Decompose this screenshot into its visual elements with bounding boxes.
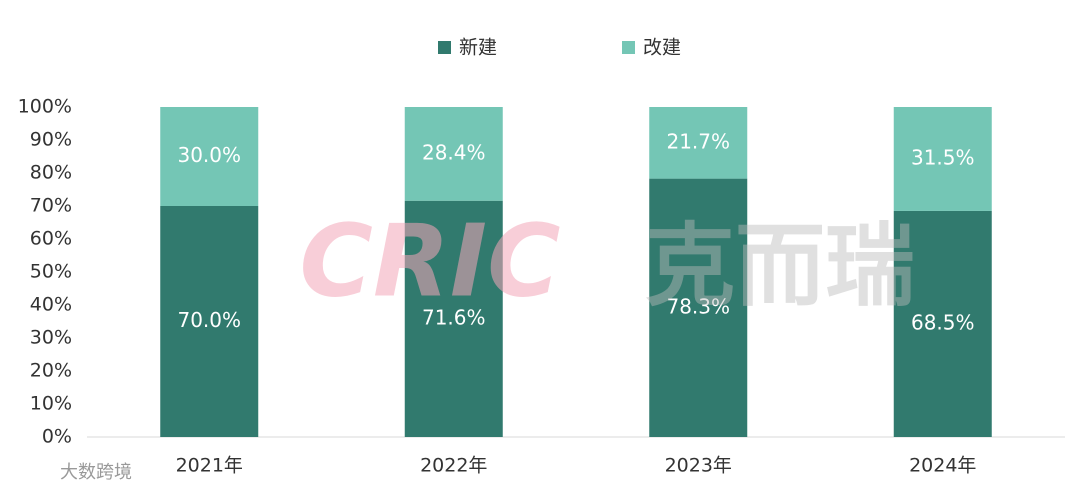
legend-label: 新建 [459, 37, 497, 59]
value-label: 78.3% [666, 294, 730, 318]
y-tick-label: 50% [30, 261, 72, 283]
y-tick-label: 60% [30, 228, 72, 250]
x-tick-label: 2022年 [420, 455, 487, 477]
y-tick-label: 10% [30, 393, 72, 415]
watermark: CRIC [300, 202, 561, 319]
y-tick-label: 80% [30, 162, 72, 184]
value-label: 21.7% [666, 129, 730, 153]
value-label: 68.5% [911, 310, 975, 334]
bar-segment [160, 107, 259, 206]
y-tick-label: 100% [18, 96, 72, 118]
y-tick-label: 40% [30, 294, 72, 316]
value-label: 70.0% [177, 308, 241, 332]
value-label: 28.4% [422, 140, 486, 164]
legend-swatch [622, 41, 635, 54]
x-tick-label: 2021年 [176, 455, 243, 477]
x-tick-label: 2024年 [909, 455, 976, 477]
legend-swatch [438, 41, 451, 54]
bar-segment [160, 206, 259, 437]
y-tick-label: 0% [42, 426, 72, 448]
y-tick-label: 30% [30, 327, 72, 349]
value-label: 30.0% [177, 143, 241, 167]
bar-segment [649, 107, 748, 179]
y-tick-label: 90% [30, 129, 72, 151]
watermark: 克而瑞 [645, 214, 915, 319]
plot: 0% 10% 20% 30% 40% 50% 60% 70% 80% 90% 100% 70.0% 30… [18, 37, 1065, 477]
bar-segment [649, 178, 748, 438]
bar-segment [404, 200, 503, 437]
legend-label: 改建 [643, 37, 681, 59]
y-tick-label: 70% [30, 195, 72, 217]
y-tick-label: 20% [30, 360, 72, 382]
x-tick-label: 2023年 [665, 455, 732, 477]
bar-segment [893, 107, 992, 211]
bar-segment [893, 210, 992, 437]
value-label: 71.6% [422, 305, 486, 329]
value-label: 31.5% [911, 145, 975, 169]
watermark: 大数跨境 [60, 462, 132, 483]
bar-segment [404, 107, 503, 201]
